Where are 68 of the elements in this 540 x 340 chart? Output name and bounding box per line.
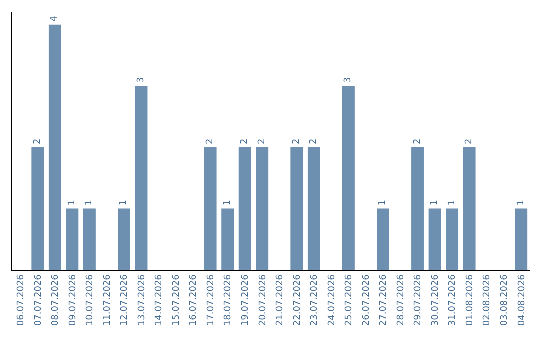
data-label: 4	[50, 16, 60, 22]
bar	[222, 208, 234, 270]
data-label: 1	[516, 200, 526, 206]
data-label: 2	[240, 138, 250, 144]
x-tick-label: 26.07.2026	[362, 274, 372, 326]
x-tick-label: 25.07.2026	[344, 274, 355, 326]
x-tick-label: 10.07.2026	[86, 274, 96, 326]
bar	[48, 24, 62, 270]
bar	[308, 147, 320, 270]
data-label: 2	[32, 138, 43, 144]
data-label: 1	[67, 200, 78, 206]
x-tick-label: 12.07.2026	[120, 274, 130, 326]
x-tick-label: 04.08.2026	[517, 274, 528, 326]
bar	[412, 147, 424, 270]
bar	[32, 147, 44, 270]
data-label: 1	[119, 200, 130, 206]
data-label: 1	[430, 200, 440, 206]
x-tick-label: 30.07.2026	[430, 274, 441, 326]
bar	[377, 208, 390, 270]
x-tick-label: 24.07.2026	[327, 274, 338, 326]
x-tick-label: 11.07.2026	[102, 274, 113, 326]
x-tick-label: 19.07.2026	[241, 274, 252, 326]
bar	[204, 147, 217, 270]
bar	[342, 86, 355, 270]
x-tick-label: 14.07.2026	[154, 274, 165, 326]
bar	[446, 208, 459, 270]
data-label: 2	[292, 138, 302, 144]
data-label: 2	[412, 138, 423, 144]
x-tick-label: 06.07.2026	[16, 274, 27, 326]
x-tick-label: 23.07.2026	[310, 274, 320, 326]
data-label: 2	[257, 138, 268, 144]
data-label: 2	[464, 138, 475, 144]
bar	[118, 208, 130, 270]
data-label: 3	[136, 77, 146, 84]
bar	[83, 208, 96, 270]
x-tick-label: 27.07.2026	[379, 274, 390, 326]
data-label: 1	[222, 200, 233, 206]
x-tick-label: 08.07.2026	[51, 274, 62, 326]
x-tick-label: 21.07.2026	[276, 274, 286, 326]
bar	[290, 147, 304, 270]
data-label: 2	[309, 138, 320, 144]
bar	[238, 147, 252, 270]
x-tick-label: 29.07.2026	[414, 274, 424, 326]
x-tick-label: 31.07.2026	[448, 274, 458, 326]
data-label: 3	[344, 77, 354, 84]
x-tick-label: 01.08.2026	[465, 274, 476, 326]
data-label: 2	[206, 138, 216, 144]
x-tick-label: 16.07.2026	[189, 274, 200, 326]
data-label: 1	[447, 200, 458, 206]
x-tick-label: 02.08.2026	[482, 274, 493, 326]
data-label: 1	[84, 200, 95, 206]
data-label: 1	[378, 200, 388, 206]
x-tick-label: 18.07.2026	[224, 274, 234, 326]
x-tick-label: 22.07.2026	[292, 274, 303, 326]
bar	[428, 208, 442, 270]
x-tick-label: 13.07.2026	[137, 274, 148, 326]
bar	[66, 208, 79, 270]
bar	[515, 208, 528, 270]
x-tick-label: 28.07.2026	[396, 274, 406, 326]
x-tick-label: 20.07.2026	[258, 274, 268, 326]
x-tick-label: 03.08.2026	[500, 274, 510, 326]
x-tick-label: 07.07.2026	[34, 274, 44, 326]
bar	[135, 86, 148, 270]
x-tick-label: 09.07.2026	[68, 274, 78, 326]
bar	[256, 147, 269, 270]
x-tick-label: 17.07.2026	[206, 274, 216, 326]
bar	[463, 147, 476, 270]
x-tick-label: 15.07.2026	[172, 274, 182, 326]
